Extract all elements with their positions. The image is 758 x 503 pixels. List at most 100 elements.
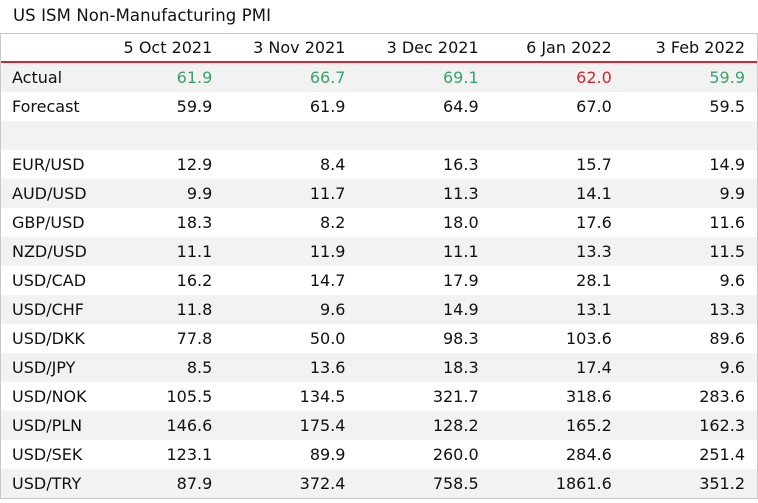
row-label: USD/CAD	[12, 271, 87, 290]
cell-value: 11.6	[709, 213, 745, 232]
actual-value: 61.9	[91, 62, 225, 92]
row-label: Forecast	[12, 97, 80, 116]
cell-value: 13.1	[490, 295, 624, 324]
cell-value: 1861.6	[490, 469, 624, 498]
table-row: USD/TRY 87.9 372.4 758.5 1861.6 351.2	[1, 469, 757, 498]
cell-value: 11.7	[224, 179, 358, 208]
data-table-container: 5 Oct 2021 3 Nov 2021 3 Dec 2021 6 Jan 2…	[0, 33, 758, 499]
cell-value: 123.1	[166, 445, 213, 464]
forecast-value: 59.9	[176, 97, 213, 116]
row-label: EUR/USD	[12, 155, 85, 174]
cell-value: 14.9	[709, 155, 745, 174]
cell-value: 8.4	[320, 155, 346, 174]
cell-value: 18.0	[443, 213, 479, 232]
forecast-value: 67.0	[576, 97, 612, 116]
row-label: USD/PLN	[1, 411, 92, 440]
cell-value: 351.2	[623, 469, 757, 498]
cell-value: 13.3	[490, 237, 624, 266]
cell-value: 165.2	[490, 411, 624, 440]
table-row: USD/SEK 123.1 89.9 260.0 284.6 251.4	[1, 440, 757, 469]
cell-value: 12.9	[176, 155, 213, 174]
cell-value: 13.6	[224, 353, 358, 382]
table-row: EUR/USD 12.9 8.4 16.3 15.7 14.9	[1, 150, 757, 179]
column-header: 3 Feb 2022	[623, 34, 757, 63]
table-title: US ISM Non-Manufacturing PMI	[13, 6, 272, 25]
cell-value: 372.4	[224, 469, 358, 498]
row-label: USD/JPY	[1, 353, 92, 382]
cell-value: 318.6	[565, 387, 612, 406]
column-header: 3 Dec 2021	[357, 34, 491, 63]
header-blank	[1, 34, 92, 63]
actual-value: 59.9	[623, 62, 757, 92]
table-row: GBP/USD 18.3 8.2 18.0 17.6 11.6	[1, 208, 757, 237]
cell-value: 283.6	[699, 387, 745, 406]
table-row: USD/CHF 11.8 9.6 14.9 13.1 13.3	[1, 295, 757, 324]
row-label: USD/CHF	[1, 295, 92, 324]
table-row: USD/JPY 8.5 13.6 18.3 17.4 9.6	[1, 353, 757, 382]
actual-row: Actual 61.9 66.7 69.1 62.0 59.9	[1, 62, 757, 92]
spacer-cell	[1, 121, 757, 150]
cell-value: 260.0	[432, 445, 479, 464]
cell-value: 11.1	[91, 237, 225, 266]
cell-value: 11.3	[357, 179, 491, 208]
actual-value: 66.7	[224, 62, 358, 92]
table-row: USD/DKK 77.8 50.0 98.3 103.6 89.6	[1, 324, 757, 353]
cell-value: 14.7	[309, 271, 346, 290]
cell-value: 18.3	[176, 213, 213, 232]
table-row: USD/NOK 105.5 134.5 321.7 318.6 283.6	[1, 382, 757, 411]
cell-value: 16.2	[176, 271, 213, 290]
forecast-row: Forecast 59.9 61.9 64.9 67.0 59.5	[1, 92, 757, 121]
cell-value: 13.3	[623, 295, 757, 324]
row-label: AUD/USD	[1, 179, 92, 208]
cell-value: 251.4	[699, 445, 745, 464]
cell-value: 16.3	[443, 155, 479, 174]
column-header: 5 Oct 2021	[91, 34, 225, 63]
cell-value: 128.2	[357, 411, 491, 440]
cell-value: 9.6	[623, 353, 757, 382]
cell-value: 146.6	[91, 411, 225, 440]
cell-value: 105.5	[166, 387, 213, 406]
cell-value: 89.6	[709, 329, 745, 348]
cell-value: 284.6	[565, 445, 612, 464]
column-header: 6 Jan 2022	[490, 34, 624, 63]
row-label: USD/DKK	[12, 329, 85, 348]
forecast-value: 61.9	[309, 97, 346, 116]
cell-value: 8.2	[320, 213, 346, 232]
cell-value: 15.7	[576, 155, 612, 174]
cell-value: 11.1	[357, 237, 491, 266]
table-row: AUD/USD 9.9 11.7 11.3 14.1 9.9	[1, 179, 757, 208]
cell-value: 162.3	[623, 411, 757, 440]
cell-value: 17.4	[490, 353, 624, 382]
cell-value: 9.6	[224, 295, 358, 324]
actual-value: 62.0	[490, 62, 624, 92]
row-label: USD/TRY	[1, 469, 92, 498]
cell-value: 8.5	[91, 353, 225, 382]
cell-value: 11.9	[224, 237, 358, 266]
cell-value: 17.6	[576, 213, 612, 232]
cell-value: 11.5	[623, 237, 757, 266]
cell-value: 321.7	[432, 387, 479, 406]
pmi-table: 5 Oct 2021 3 Nov 2021 3 Dec 2021 6 Jan 2…	[1, 34, 757, 498]
cell-value: 134.5	[299, 387, 346, 406]
cell-value: 89.9	[309, 445, 346, 464]
cell-value: 18.3	[357, 353, 491, 382]
cell-value: 103.6	[565, 329, 612, 348]
row-label: NZD/USD	[1, 237, 92, 266]
cell-value: 50.0	[309, 329, 346, 348]
table-row: USD/CAD 16.2 14.7 17.9 28.1 9.6	[1, 266, 757, 295]
cell-value: 14.9	[357, 295, 491, 324]
cell-value: 17.9	[443, 271, 479, 290]
cell-value: 175.4	[224, 411, 358, 440]
cell-value: 98.3	[443, 329, 479, 348]
row-label: GBP/USD	[12, 213, 85, 232]
forecast-value: 64.9	[443, 97, 479, 116]
actual-value: 69.1	[357, 62, 491, 92]
table-row: USD/PLN 146.6 175.4 128.2 165.2 162.3	[1, 411, 757, 440]
cell-value: 758.5	[357, 469, 491, 498]
spacer-row	[1, 121, 757, 150]
cell-value: 9.6	[719, 271, 745, 290]
cell-value: 28.1	[576, 271, 612, 290]
table-row: NZD/USD 11.1 11.9 11.1 13.3 11.5	[1, 237, 757, 266]
column-header: 3 Nov 2021	[224, 34, 358, 63]
cell-value: 9.9	[91, 179, 225, 208]
